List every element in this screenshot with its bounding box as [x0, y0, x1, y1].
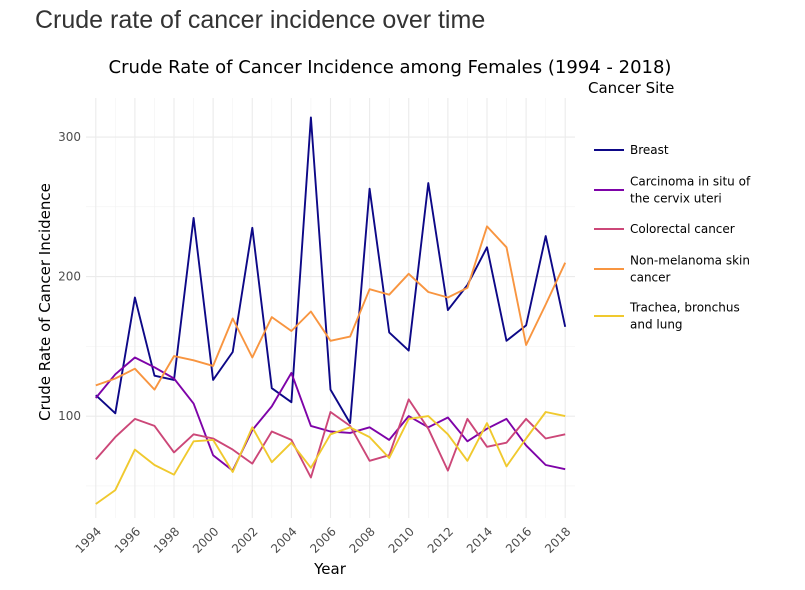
legend-label-3: Non-melanoma skin [630, 254, 750, 268]
x-tick-label: 2012 [425, 524, 456, 555]
legend-label-2: Colorectal cancer [630, 222, 735, 236]
y-tick-label: 200 [58, 270, 81, 284]
page-title: Crude rate of cancer incidence over time [35, 6, 486, 34]
x-tick-label: 1994 [73, 524, 104, 555]
legend-title: Cancer Site [588, 79, 674, 97]
legend-label-4: and lung [630, 318, 683, 332]
series-line-4 [95, 411, 566, 505]
legend-label-1: the cervix uteri [630, 192, 722, 206]
legend-label-3: cancer [630, 271, 671, 285]
x-axis-ticks: 1994 1996 1998 2000 2002 2004 2006 2008 2010 2012… [73, 524, 574, 555]
x-tick-label: 2006 [307, 524, 338, 555]
legend-label-1: Carcinoma in situ of [630, 175, 751, 189]
x-tick-label: 2010 [386, 524, 417, 555]
series-lines [95, 116, 567, 505]
grid-lines [86, 98, 575, 518]
x-tick-label: 2018 [542, 524, 573, 555]
series-line-3 [95, 225, 567, 391]
x-axis-title: Year [313, 560, 347, 578]
x-tick-label: 2000 [190, 524, 221, 555]
series-line-1 [95, 356, 566, 472]
x-tick-label: 2004 [268, 524, 299, 555]
x-tick-label: 2016 [503, 524, 534, 555]
y-axis-title: Crude Rate of Cancer Incidence [36, 183, 54, 421]
chart-title: Crude Rate of Cancer Incidence among Fem… [109, 57, 672, 78]
x-tick-label: 2014 [464, 524, 495, 555]
y-tick-label: 100 [58, 409, 81, 423]
y-tick-label: 300 [58, 130, 81, 144]
legend-label-0: Breast [630, 143, 669, 157]
x-tick-label: 1996 [112, 524, 143, 555]
x-tick-label: 2008 [346, 524, 377, 555]
y-axis-ticks: 100 200 300 [58, 130, 81, 423]
legend: Breast Carcinoma in situ of the cervix ute… [594, 143, 751, 332]
series-line-2 [95, 398, 566, 479]
x-tick-label: 2002 [229, 524, 260, 555]
legend-label-4: Trachea, bronchus [629, 301, 740, 315]
x-tick-label: 1998 [151, 524, 182, 555]
